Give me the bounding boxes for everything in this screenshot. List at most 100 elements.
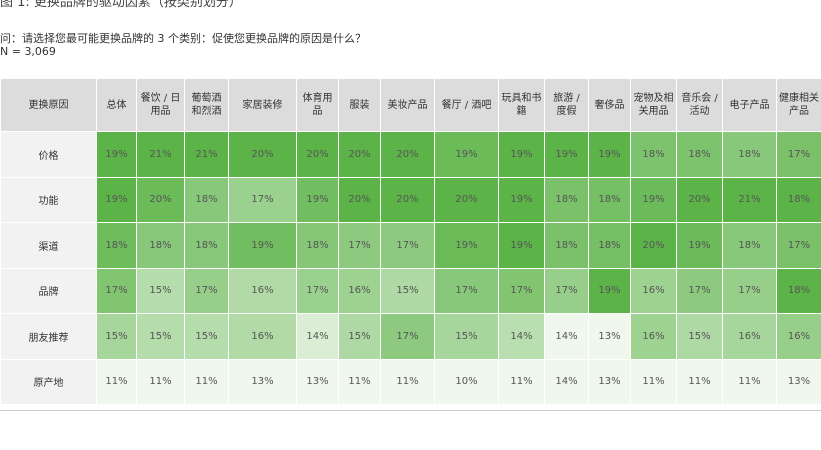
cell: 21% xyxy=(184,131,229,178)
cell: 13% xyxy=(228,358,297,405)
cell: 20% xyxy=(338,176,381,223)
column-header: 家居装修 xyxy=(228,78,297,132)
column-header: 餐厅 / 酒吧 xyxy=(434,78,499,132)
cell: 19% xyxy=(676,222,723,269)
table-row: 渠道 18% 18% 18% 19% 18% 17% 17% 19% 19% 18% 18% 20% 19… xyxy=(0,222,821,269)
cell: 11% xyxy=(380,358,435,405)
cell: 20% xyxy=(380,176,435,223)
column-header: 服装 xyxy=(338,78,381,132)
cell: 20% xyxy=(136,176,185,223)
cell: 17% xyxy=(434,267,499,314)
cell: 18% xyxy=(544,176,589,223)
cell: 20% xyxy=(630,222,677,269)
cell: 11% xyxy=(498,358,545,405)
cell: 15% xyxy=(338,313,381,360)
row-label: 功能 xyxy=(0,176,97,223)
row-label: 原产地 xyxy=(0,358,97,405)
cell: 18% xyxy=(676,131,723,178)
cell: 11% xyxy=(136,358,185,405)
cell: 14% xyxy=(296,313,339,360)
column-header: 旅游 / 度假 xyxy=(544,78,589,132)
column-header: 餐饮 / 日用品 xyxy=(136,78,185,132)
cell: 18% xyxy=(96,222,137,269)
cell: 18% xyxy=(630,131,677,178)
cell: 19% xyxy=(498,131,545,178)
column-header: 健康相关产品 xyxy=(776,78,821,132)
cell: 19% xyxy=(498,222,545,269)
cell: 17% xyxy=(544,267,589,314)
cell: 19% xyxy=(434,222,499,269)
cell: 17% xyxy=(228,176,297,223)
cell: 17% xyxy=(776,131,821,178)
cell: 11% xyxy=(630,358,677,405)
cell: 18% xyxy=(184,222,229,269)
heatmap-table: 更换原因 总体 餐饮 / 日用品 葡萄酒和烈酒 家居装修 体育用品 服装 美妆产品 餐厅 / 酒… xyxy=(0,78,821,405)
cell: 16% xyxy=(338,267,381,314)
cell: 20% xyxy=(434,176,499,223)
cell: 21% xyxy=(722,176,777,223)
cell: 18% xyxy=(588,222,631,269)
cell: 15% xyxy=(136,267,185,314)
cell: 15% xyxy=(434,313,499,360)
cell: 15% xyxy=(380,267,435,314)
column-header: 总体 xyxy=(96,78,137,132)
column-header: 玩具和书籍 xyxy=(498,78,545,132)
table-row: 品牌 17% 15% 17% 16% 17% 16% 15% 17% 17% 17% 19% 16% 17… xyxy=(0,267,821,314)
cell: 19% xyxy=(96,176,137,223)
cell: 19% xyxy=(498,176,545,223)
cell: 19% xyxy=(434,131,499,178)
bottom-rule xyxy=(0,410,821,411)
cell: 14% xyxy=(544,358,589,405)
question: 问：请选择您最可能更换品牌的 3 个类别：促使您更换品牌的原因是什么？ xyxy=(0,32,366,45)
sample-size: N = 3,069 xyxy=(0,45,56,58)
cell: 16% xyxy=(630,267,677,314)
column-header: 更换原因 xyxy=(0,78,97,132)
cell: 19% xyxy=(544,131,589,178)
cell: 11% xyxy=(722,358,777,405)
cell: 19% xyxy=(630,176,677,223)
cell: 11% xyxy=(96,358,137,405)
cell: 13% xyxy=(776,358,821,405)
header-row: 更换原因 总体 餐饮 / 日用品 葡萄酒和烈酒 家居装修 体育用品 服装 美妆产品 餐厅 / 酒… xyxy=(0,78,821,132)
cell: 18% xyxy=(588,176,631,223)
column-header: 宠物及相关用品 xyxy=(630,78,677,132)
cell: 20% xyxy=(338,131,381,178)
cell: 17% xyxy=(498,267,545,314)
cell: 13% xyxy=(296,358,339,405)
cell: 19% xyxy=(96,131,137,178)
cell: 16% xyxy=(228,267,297,314)
cell: 17% xyxy=(380,313,435,360)
cell: 11% xyxy=(338,358,381,405)
cell: 13% xyxy=(588,313,631,360)
cell: 19% xyxy=(588,131,631,178)
figure-title: 图 1: 更换品牌的驱动因素（按类别划分） xyxy=(0,0,242,10)
cell: 15% xyxy=(184,313,229,360)
cell: 18% xyxy=(776,267,821,314)
cell: 17% xyxy=(296,267,339,314)
cell: 15% xyxy=(96,313,137,360)
cell: 19% xyxy=(588,267,631,314)
cell: 15% xyxy=(676,313,723,360)
cell: 11% xyxy=(184,358,229,405)
cell: 17% xyxy=(676,267,723,314)
table-row: 朋友推荐 15% 15% 15% 16% 14% 15% 17% 15% 14% 14% 13% 16%… xyxy=(0,313,821,360)
cell: 17% xyxy=(776,222,821,269)
cell: 20% xyxy=(676,176,723,223)
cell: 17% xyxy=(338,222,381,269)
cell: 13% xyxy=(588,358,631,405)
cell: 14% xyxy=(544,313,589,360)
cell: 19% xyxy=(228,222,297,269)
table-row: 功能 19% 20% 18% 17% 19% 20% 20% 20% 19% 18% 18% 19% 20… xyxy=(0,176,821,223)
cell: 16% xyxy=(630,313,677,360)
cell: 20% xyxy=(228,131,297,178)
cell: 20% xyxy=(380,131,435,178)
cell: 17% xyxy=(380,222,435,269)
table-row: 原产地 11% 11% 11% 13% 13% 11% 11% 10% 11% 14% 13% 11% 1… xyxy=(0,358,821,405)
cell: 14% xyxy=(498,313,545,360)
cell: 16% xyxy=(722,313,777,360)
cell: 11% xyxy=(676,358,723,405)
row-label: 朋友推荐 xyxy=(0,313,97,360)
cell: 18% xyxy=(136,222,185,269)
cell: 18% xyxy=(722,222,777,269)
column-header: 音乐会 / 活动 xyxy=(676,78,723,132)
